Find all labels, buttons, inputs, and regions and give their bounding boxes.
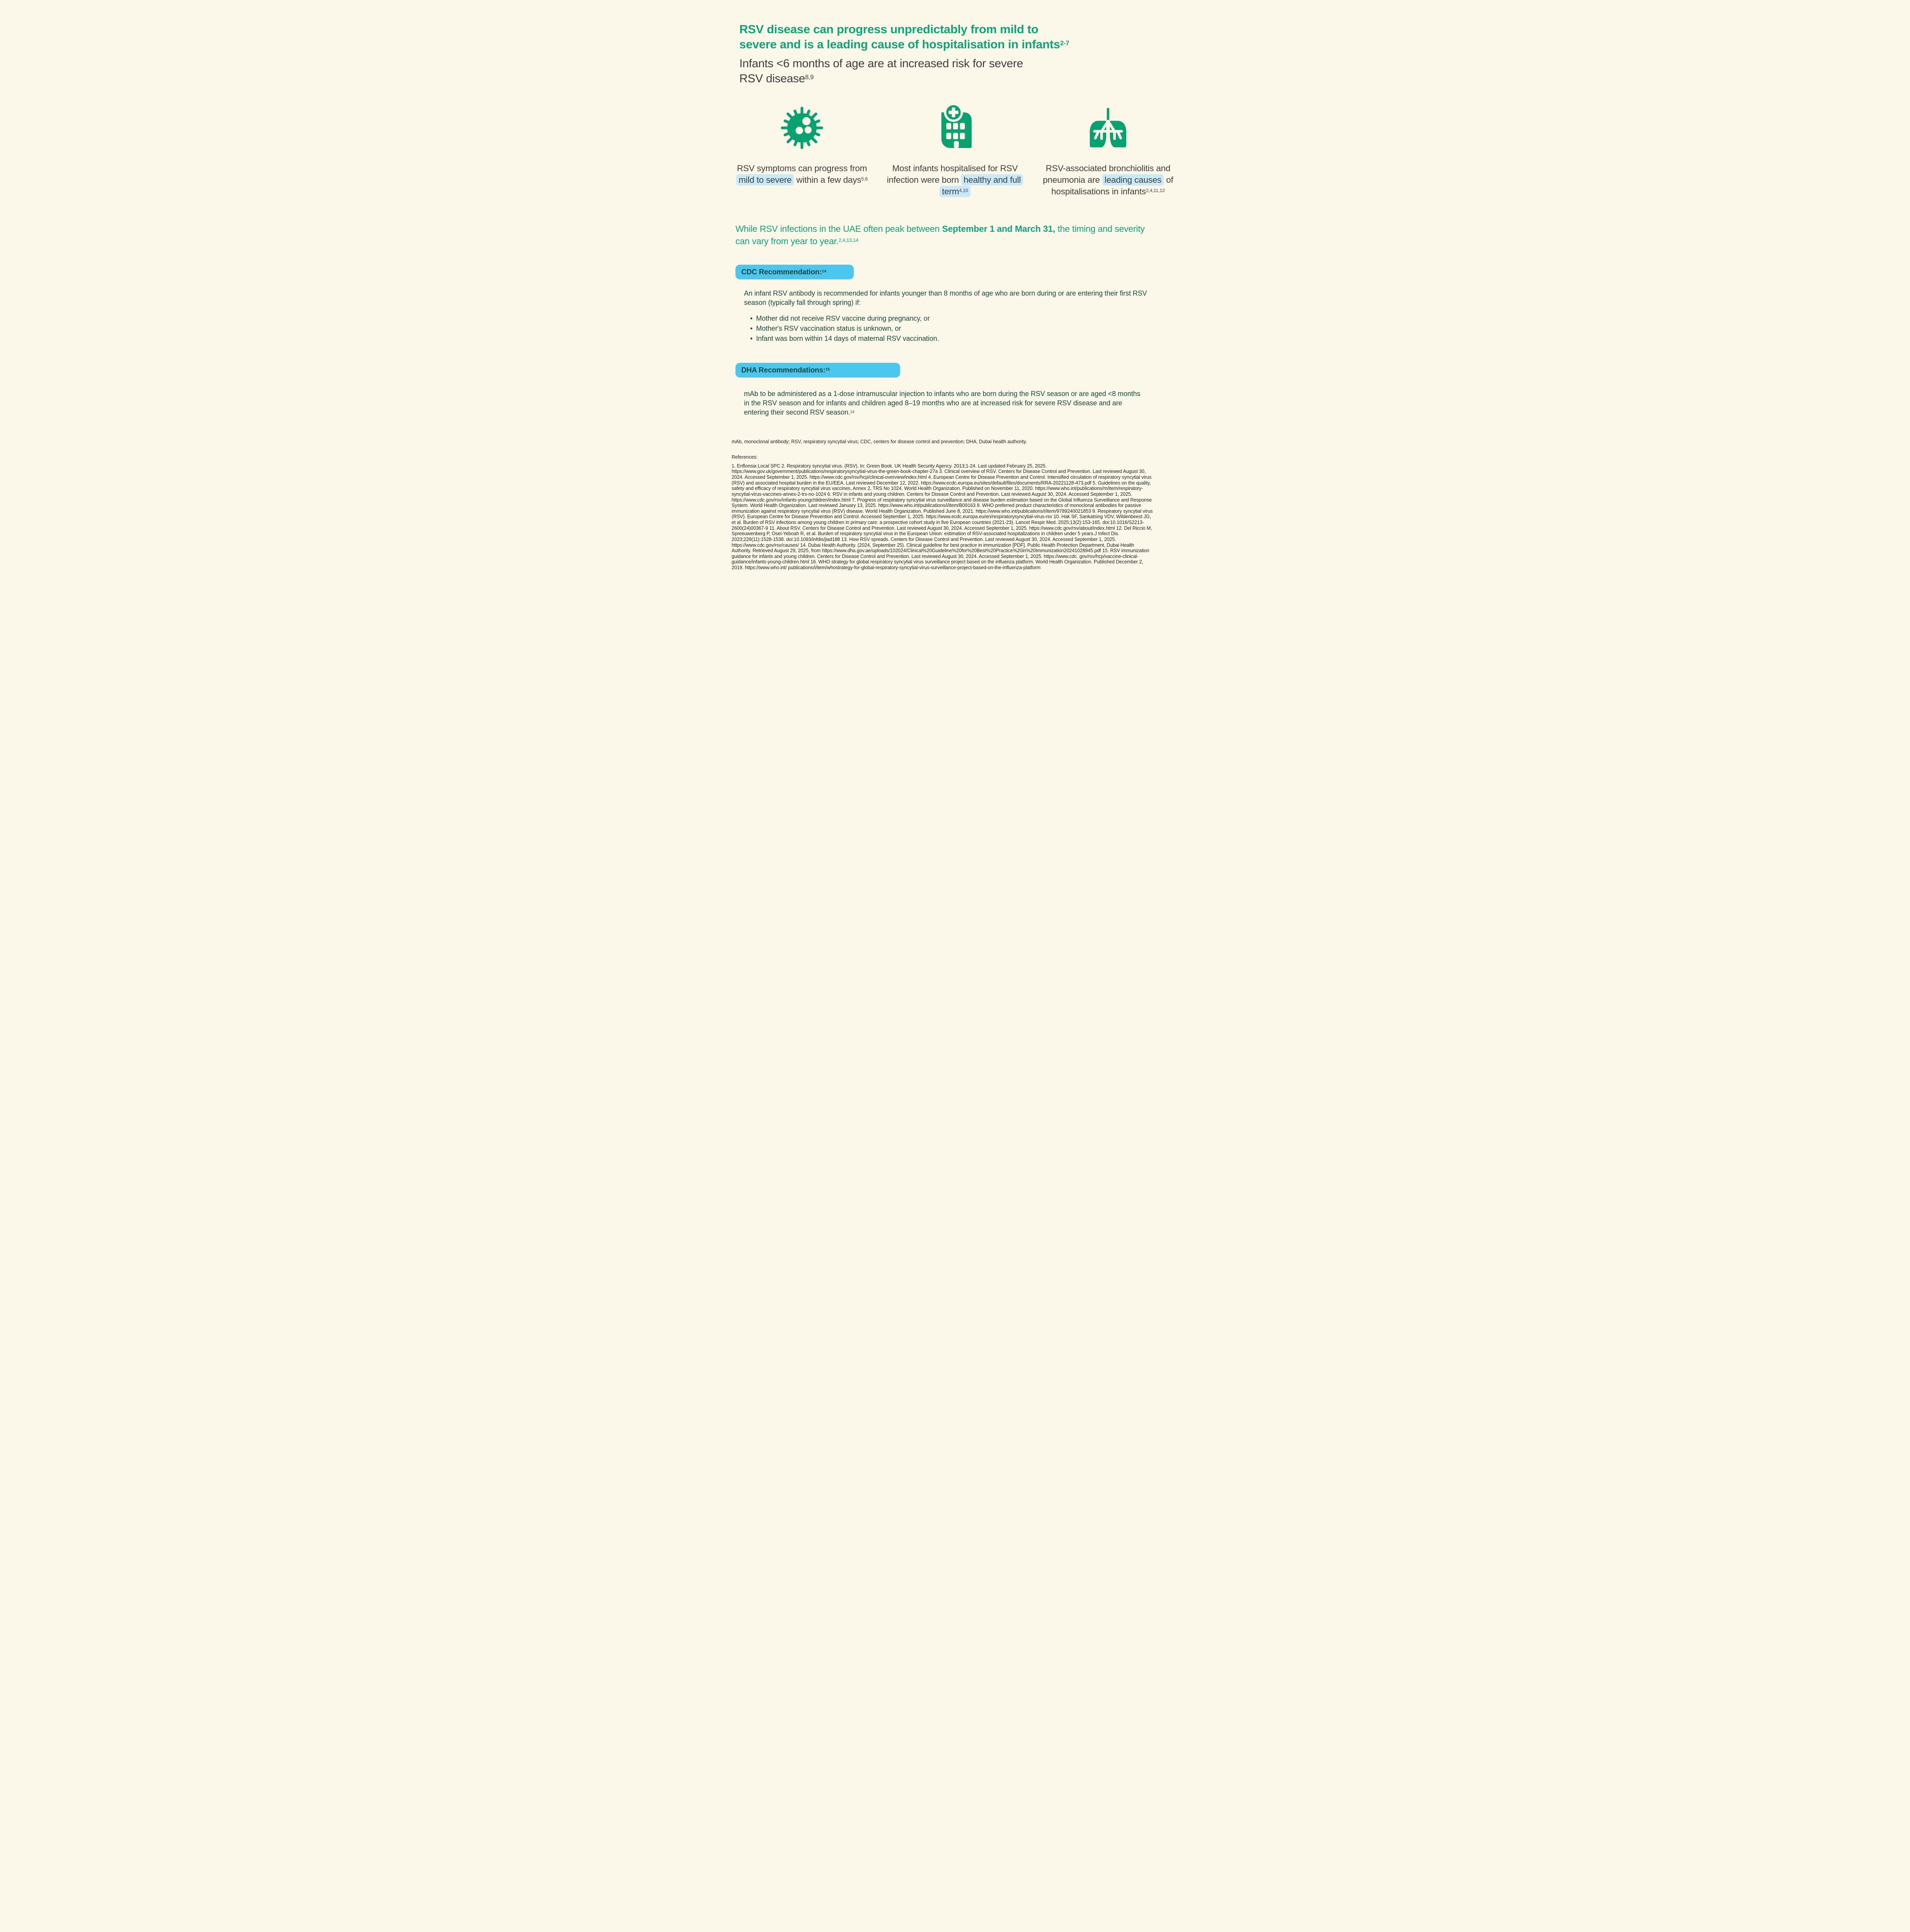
cdc-bullet-3: Infant was born within 14 days of matern…	[750, 334, 1144, 344]
season-statement-text: While RSV infections in the UAE often pe…	[735, 223, 1146, 248]
dha-recommendations-pill: DHA Recommendations:15	[735, 363, 900, 378]
caption-hospital: Most infants hospitalised for RSV infect…	[886, 163, 1024, 197]
caption-virus-text-end: within a few days	[794, 175, 861, 185]
references-label: References:	[732, 454, 758, 460]
page-title: RSV disease can progress unpredictably f…	[739, 22, 1172, 52]
page-title-line2: severe and is a leading cause of hospita…	[739, 37, 1060, 51]
footer: mAb, monoclonal antibody; RSV, respirato…	[732, 439, 1171, 571]
season-pre: While RSV infections in the UAE often pe…	[735, 223, 942, 234]
dha-pill-reference: 15	[826, 367, 830, 372]
page-subtitle-line2: RSV disease	[739, 72, 805, 85]
cdc-section: CDC Recommendation:14 An infant RSV anti…	[716, 248, 1194, 344]
caption-lungs-text-end: of hospitalisations in infants	[1051, 175, 1173, 197]
rsv-infographic-page: RSV disease can progress unpredictably f…	[716, 0, 1194, 595]
caption-lungs-references: 2,4,11,12	[1146, 188, 1165, 194]
cdc-pill-label: CDC Recommendation:	[741, 268, 822, 276]
caption-virus-highlight: mild to severe	[736, 174, 794, 186]
caption-lungs-text: RSV-associated bronchiolitis and pneumon…	[1043, 163, 1171, 185]
lungs-icon	[1088, 104, 1128, 152]
caption-hospital-highlight-text: healthy and full term	[942, 175, 1021, 197]
references-text: 1. Enflonsia Local SPC 2. Respiratory sy…	[732, 463, 1153, 571]
cdc-bullet-list: Mother did not receive RSV vaccine durin…	[750, 314, 1144, 344]
stat-virus: RSV symptoms can progress from mild to s…	[725, 104, 878, 197]
page-title-references: 2-7	[1060, 39, 1069, 47]
cdc-bullet-1: Mother did not receive RSV vaccine durin…	[750, 314, 1144, 324]
stat-hospital: Most infants hospitalised for RSV infect…	[878, 104, 1032, 197]
dha-section: DHA Recommendations:15 mAb to be adminis…	[716, 344, 1194, 417]
season-statement: While RSV infections in the UAE often pe…	[735, 223, 1151, 248]
season-references: 2,4,13,14	[838, 237, 858, 243]
virus-icon	[781, 104, 823, 152]
dha-body-text: mAb to be administered as a 1-dose intra…	[744, 390, 1141, 417]
stat-lungs: RSV-associated bronchiolitis and pneumon…	[1032, 104, 1185, 197]
caption-virus: RSV symptoms can progress from mild to s…	[734, 163, 870, 186]
season-post: the timing and severity can vary from ye…	[735, 223, 1145, 247]
dha-pill-label: DHA Recommendations:	[741, 366, 826, 375]
caption-virus-references: 5,6	[861, 176, 868, 182]
caption-lungs-highlight: leading causes	[1102, 174, 1164, 186]
page-title-line1: RSV disease can progress unpredictably f…	[739, 22, 1038, 36]
header: RSV disease can progress unpredictably f…	[716, 0, 1194, 86]
cdc-pill-reference: 14	[822, 269, 826, 274]
caption-hospital-text: Most infants hospitalised for RSV infect…	[887, 163, 1018, 185]
abbreviations-line: mAb, monoclonal antibody; RSV, respirato…	[732, 439, 1027, 444]
dha-body-reference: 14	[850, 410, 855, 414]
cdc-bullet-2: Mother's RSV vaccination status is unkno…	[750, 324, 1144, 334]
season-dates-bold: September 1 and March 31,	[942, 223, 1055, 234]
cdc-intro: An infant RSV antibody is recommended fo…	[744, 289, 1147, 306]
caption-lungs: RSV-associated bronchiolitis and pneumon…	[1043, 163, 1173, 197]
caption-hospital-references: 4,10	[959, 188, 968, 194]
page-subtitle-references: 8,9	[805, 73, 814, 81]
caption-virus-text: RSV symptoms can progress from	[737, 163, 867, 173]
hospital-icon	[936, 104, 974, 152]
stats-row: RSV symptoms can progress from mild to s…	[725, 104, 1185, 197]
cdc-recommendation-pill: CDC Recommendation:14	[735, 264, 854, 279]
dha-body: mAb to be administered as a 1-dose intra…	[744, 389, 1146, 417]
page-subtitle: Infants <6 months of age are at increase…	[739, 56, 1172, 86]
page-subtitle-line1: Infants <6 months of age are at increase…	[739, 57, 1023, 70]
